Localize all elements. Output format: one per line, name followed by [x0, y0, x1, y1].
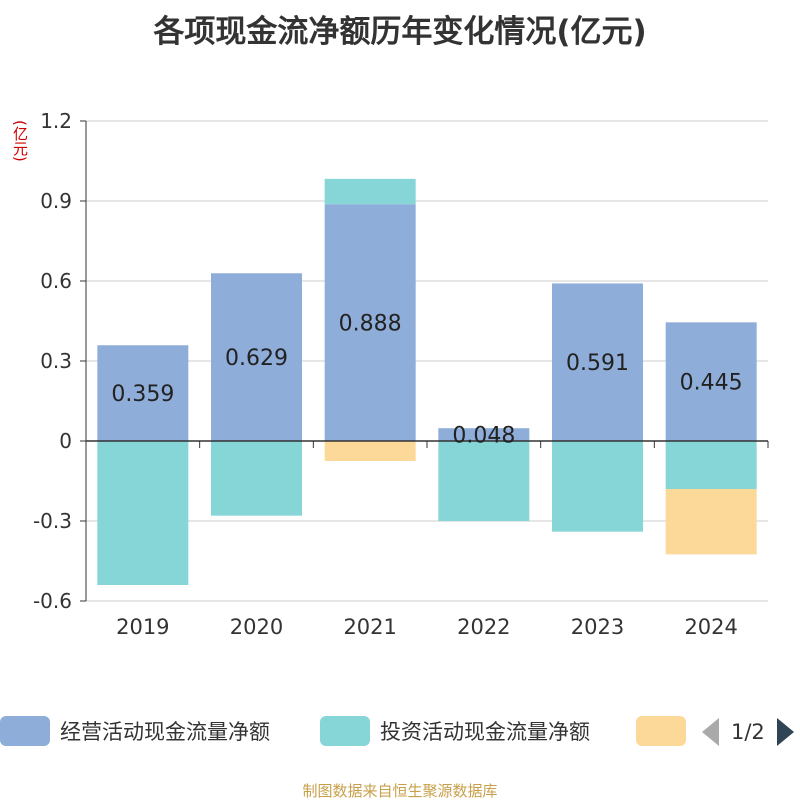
legend-prev-page-button[interactable]	[702, 718, 719, 746]
bar-2022-series-0	[438, 428, 530, 441]
data-label-2022: 0.048	[452, 424, 515, 449]
bar-2023-series-1	[552, 441, 643, 532]
y-axis-unit-label: (亿元)	[11, 120, 29, 162]
bar-2022-series-1	[438, 441, 530, 521]
data-label-2020: 0.629	[225, 346, 288, 371]
bar-2020-series-1	[211, 441, 302, 516]
x-tick-label-2022: 2022	[457, 615, 510, 639]
x-tick-label-2019: 2019	[116, 615, 169, 639]
bar-2024-series-1	[665, 441, 757, 489]
bar-2020-series-0	[211, 273, 302, 441]
legend-swatch-investing	[320, 716, 370, 746]
x-tick-label-2020: 2020	[230, 615, 283, 639]
y-tick-label: 0	[59, 429, 72, 453]
bar-2023-series-0	[552, 283, 643, 441]
legend-swatch-operating	[0, 716, 50, 746]
legend-item-investing[interactable]: 投资活动现金流量净额	[320, 716, 590, 746]
data-label-2023: 0.591	[566, 351, 629, 376]
y-tick-label: -0.3	[33, 509, 72, 533]
bar-2019-series-0	[97, 345, 189, 441]
legend-label-investing: 投资活动现金流量净额	[380, 720, 590, 744]
bar-2024-series-0	[665, 322, 757, 441]
legend-swatch-financing	[636, 716, 686, 746]
y-tick-label: 0.3	[40, 349, 72, 373]
legend-item-financing[interactable]	[636, 716, 686, 746]
bar-2024-series-2	[665, 489, 757, 555]
data-label-2024: 0.445	[680, 371, 743, 396]
y-tick-label: 0.9	[40, 189, 72, 213]
bar-2021-series-0	[324, 204, 416, 441]
y-tick-label: -0.6	[33, 589, 72, 613]
legend-page-indicator: 1/2	[731, 720, 765, 744]
chart-plot: 1.2 0.9 0.6 0.3 0 -0.3 -0.6 2019 2020 2021 2022 202…	[33, 109, 769, 639]
bar-2021-series-2	[324, 441, 416, 461]
legend-item-operating[interactable]: 经营活动现金流量净额	[0, 716, 270, 746]
bar-2021-series-1	[324, 178, 416, 205]
legend-label-operating: 经营活动现金流量净额	[60, 720, 270, 744]
data-source-note: 制图数据来自恒生聚源数据库	[302, 782, 498, 800]
x-tick-label-2024: 2024	[684, 615, 737, 639]
y-tick-label: 0.6	[40, 269, 72, 293]
y-tick-label: 1.2	[40, 109, 72, 133]
legend-pager: 1/2	[702, 718, 794, 746]
data-label-2019: 0.359	[111, 382, 174, 407]
x-tick-label-2021: 2021	[343, 615, 396, 639]
legend-next-page-button[interactable]	[776, 718, 794, 746]
bar-2019-series-1	[97, 441, 189, 585]
data-label-2021: 0.888	[339, 312, 402, 337]
chart-title: 各项现金流净额历年变化情况(亿元)	[153, 14, 647, 50]
x-tick-label-2023: 2023	[571, 615, 624, 639]
